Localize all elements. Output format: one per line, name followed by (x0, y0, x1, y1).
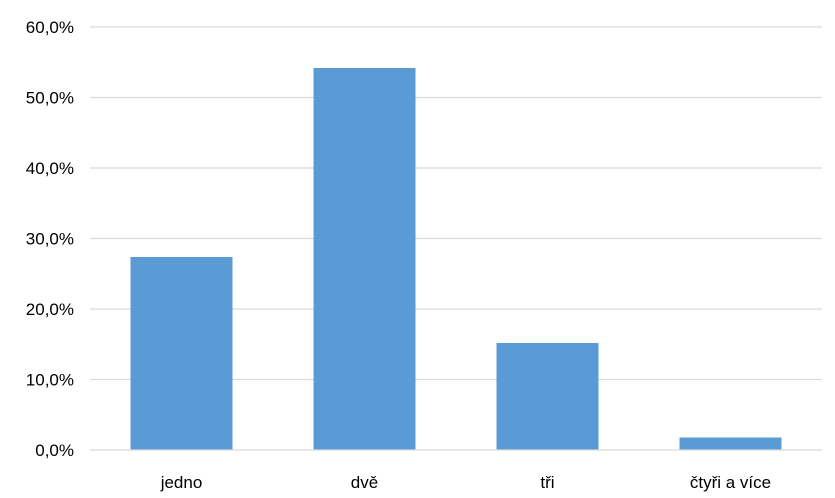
x-tick-label: dvě (351, 473, 378, 492)
bar-0 (130, 256, 233, 450)
bar-2 (496, 342, 599, 450)
y-tick-label: 20,0% (26, 300, 74, 319)
y-tick-label: 60,0% (26, 18, 74, 37)
label-layer: 0,0% 10,0% 20,0% 30,0% 40,0% 50,0% 60,0% jedno d… (26, 18, 771, 492)
bar-3 (679, 437, 782, 450)
bar-layer (130, 67, 782, 450)
y-tick-label: 30,0% (26, 230, 74, 249)
bar-1 (313, 67, 416, 450)
x-tick-label: jedno (160, 473, 203, 492)
y-tick-label: 40,0% (26, 159, 74, 178)
x-tick-label: tři (540, 473, 554, 492)
x-tick-label: čtyři a více (690, 473, 771, 492)
y-tick-label: 0,0% (35, 441, 74, 460)
y-tick-label: 10,0% (26, 371, 74, 390)
y-tick-label: 50,0% (26, 89, 74, 108)
